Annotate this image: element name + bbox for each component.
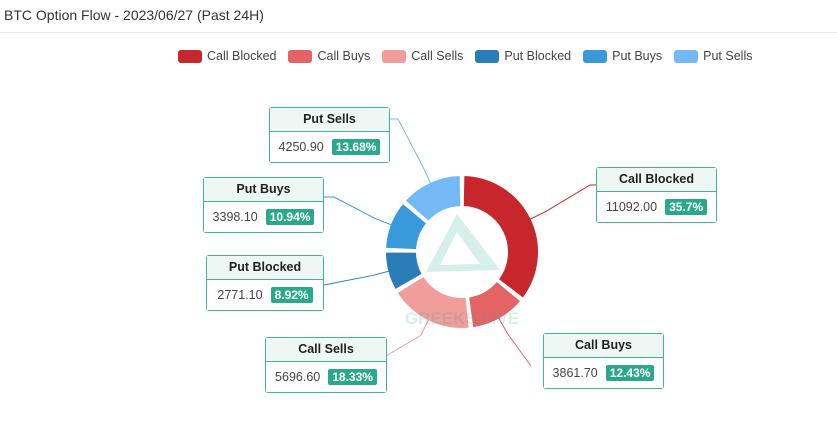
- legend-label: Call Blocked: [207, 49, 277, 63]
- card-body: 3861.70 12.43%: [544, 358, 663, 388]
- label-card-call-sells: Call Sells 5696.60 18.33%: [265, 337, 387, 393]
- watermark-logo-icon: [426, 214, 500, 272]
- legend-item-put-sells[interactable]: Put Sells: [674, 49, 752, 63]
- card-value: 3861.70: [552, 366, 598, 380]
- legend-label: Put Buys: [612, 49, 663, 63]
- card-title: Call Sells: [266, 338, 386, 362]
- legend-label: Call Sells: [411, 49, 464, 63]
- card-percent-badge: 35.7%: [665, 199, 708, 215]
- leader-line: [390, 118, 432, 185]
- card-value: 4250.90: [278, 140, 324, 154]
- card-value: 11092.00: [605, 200, 658, 214]
- card-title: Call Blocked: [597, 168, 716, 192]
- card-percent-badge: 13.68%: [331, 139, 381, 155]
- card-percent-badge: 12.43%: [605, 365, 655, 381]
- donut-slice-call-blocked[interactable]: [461, 174, 540, 300]
- card-title: Put Buys: [204, 178, 323, 202]
- label-card-put-buys: Put Buys 3398.10 10.94%: [203, 177, 324, 233]
- legend-swatch: [475, 49, 500, 63]
- leader-line: [529, 184, 596, 220]
- watermark-text: GREEKS.LIVE: [405, 309, 519, 328]
- legend-swatch: [288, 49, 313, 63]
- legend-item-call-buys[interactable]: Call Buys: [288, 49, 370, 63]
- leader-line: [498, 317, 532, 367]
- leader-line: [324, 196, 393, 226]
- card-title: Put Blocked: [207, 256, 323, 280]
- card-body: 4250.90 13.68%: [270, 132, 389, 162]
- card-percent-badge: 10.94%: [265, 209, 315, 225]
- card-body: 11092.00 35.7%: [597, 192, 716, 222]
- legend-swatch: [382, 49, 407, 63]
- label-card-call-buys: Call Buys 3861.70 12.43%: [543, 333, 664, 389]
- page-title: BTC Option Flow - 2023/06/27 (Past 24H): [4, 7, 264, 23]
- donut-slice-put-buys[interactable]: [384, 201, 429, 252]
- label-card-call-blocked: Call Blocked 11092.00 35.7%: [596, 167, 717, 223]
- card-body: 3398.10 10.94%: [204, 202, 323, 232]
- card-value: 2771.10: [217, 288, 263, 302]
- donut-slice-put-blocked[interactable]: [384, 250, 424, 292]
- leader-line: [380, 319, 430, 360]
- legend-label: Put Sells: [703, 49, 753, 63]
- donut-slice-call-buys[interactable]: [467, 279, 523, 330]
- card-percent-badge: 8.92%: [270, 287, 313, 303]
- card-percent-badge: 18.33%: [328, 369, 377, 385]
- legend-item-call-blocked[interactable]: Call Blocked: [178, 49, 276, 63]
- card-title: Put Sells: [270, 108, 389, 132]
- donut-slice-put-sells[interactable]: [403, 174, 463, 224]
- legend-item-call-sells[interactable]: Call Sells: [382, 49, 463, 63]
- card-title: Call Buys: [544, 334, 663, 358]
- legend-label: Call Buys: [317, 49, 371, 63]
- chart-legend: Call Blocked Call Buys Call Sells Put Block…: [178, 49, 764, 63]
- legend-swatch: [583, 49, 608, 63]
- legend-item-put-buys[interactable]: Put Buys: [583, 49, 662, 63]
- header-bar: BTC Option Flow - 2023/06/27 (Past 24H): [0, 0, 837, 33]
- label-card-put-blocked: Put Blocked 2771.10 8.92%: [206, 255, 324, 311]
- card-value: 3398.10: [212, 210, 258, 224]
- label-card-put-sells: Put Sells 4250.90 13.68%: [269, 107, 390, 163]
- legend-swatch: [674, 49, 699, 63]
- card-body: 2771.10 8.92%: [207, 280, 323, 310]
- card-body: 5696.60 18.33%: [266, 362, 386, 392]
- legend-swatch: [178, 49, 202, 63]
- leader-line: [323, 270, 390, 286]
- donut-slice-call-sells[interactable]: [395, 274, 471, 330]
- card-value: 5696.60: [275, 370, 321, 384]
- legend-label: Put Blocked: [504, 49, 572, 63]
- legend-item-put-blocked[interactable]: Put Blocked: [475, 49, 571, 63]
